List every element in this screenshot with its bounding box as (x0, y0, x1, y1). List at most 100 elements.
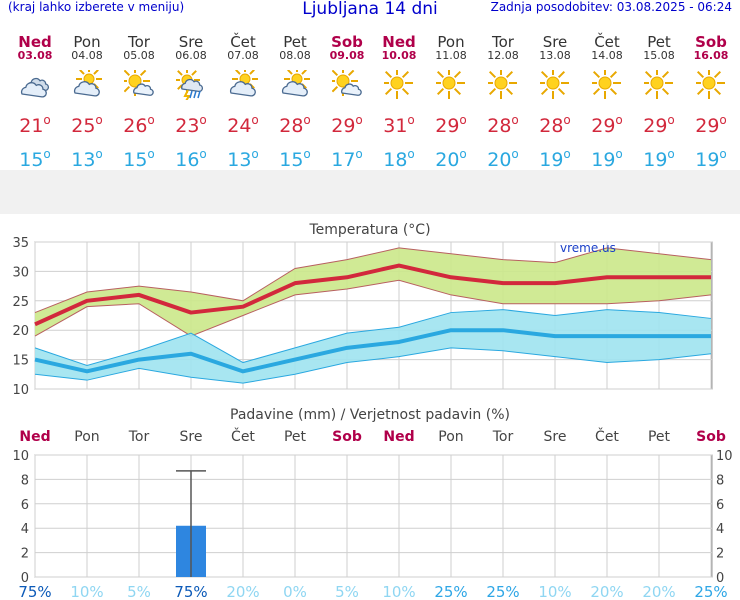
day-name: Pet (647, 33, 671, 51)
day-date: 05.08 (123, 49, 155, 62)
day-date: 11.08 (435, 49, 467, 62)
precip-probability: 75% (174, 583, 207, 600)
max-temperature: 28o (487, 113, 519, 137)
day-date: 03.08 (17, 49, 53, 62)
precip-probability: 75% (18, 583, 51, 600)
sun-icon (540, 70, 569, 99)
day-date: 10.08 (381, 49, 417, 62)
precip-day-label: Ned (19, 429, 50, 445)
precip-probability: 10% (382, 583, 415, 600)
min-temperature: 15o (279, 147, 311, 171)
sun-icon (384, 70, 413, 99)
min-temp-band-upper (34, 309, 712, 367)
day-name: Tor (128, 33, 150, 51)
temp-y-tick-label: 30 (12, 265, 29, 280)
precip-day-label: Pon (74, 429, 99, 445)
forecast-day: Pon 04.08 25o 13o (61, 34, 113, 171)
temp-y-tick-label: 10 (12, 383, 29, 394)
day-name: Ned (18, 33, 52, 51)
min-temp-band-lower (34, 347, 712, 384)
sun-cloud-icon (332, 70, 362, 96)
precip-day-label: Tor (128, 429, 150, 445)
forecast-day: Čet 14.08 29o 19o (581, 34, 633, 171)
forecast-day: Tor 12.08 28o 20o (477, 34, 529, 171)
precip-y-tick-label-right: 2 (716, 547, 724, 562)
day-date: 15.08 (643, 49, 675, 62)
precip-day-label: Sre (180, 429, 203, 445)
temperature-chart: Temperatura (°C) 10 15 20 25 30 35 vreme.us (12, 222, 713, 394)
sun-cloud-icon (124, 70, 154, 96)
min-temperature: 18o (383, 147, 415, 171)
precip-y-tick-label: 6 (21, 498, 29, 513)
day-name: Sob (331, 33, 363, 51)
max-temperature: 31o (383, 113, 415, 137)
min-temperature: 19o (643, 147, 675, 171)
day-name: Sre (178, 33, 204, 51)
precip-y-tick-label-right: 6 (716, 498, 724, 513)
precip-day-label: Pon (438, 429, 463, 445)
forecast-day: Pet 08.08 28o 15o (269, 34, 321, 171)
forecast-day: Sre 06.08 23o 16o (165, 34, 217, 171)
precip-probability: 20% (590, 583, 623, 600)
day-date: 16.08 (693, 49, 729, 62)
min-temperature: 19o (591, 147, 623, 171)
max-temp-range-band (35, 247, 711, 337)
page-title: Ljubljana 14 dni (302, 0, 438, 19)
precip-y-tick-label-right: 8 (716, 473, 724, 488)
day-name: Čet (230, 33, 256, 51)
day-date: 06.08 (175, 49, 207, 62)
min-temperature: 15o (19, 147, 51, 171)
precip-day-label: Sre (544, 429, 567, 445)
precip-y-tick-label: 4 (21, 522, 29, 537)
precip-y-tick-label-right: 4 (716, 522, 724, 537)
sun-icon (488, 70, 517, 99)
max-temperature: 29o (695, 113, 727, 137)
precip-y-tick-label: 8 (21, 473, 29, 488)
max-temperature: 28o (279, 113, 311, 137)
temp-y-tick-label: 20 (12, 324, 29, 339)
forecast-day: Sob 16.08 29o 19o (685, 34, 737, 171)
partly-cloudy-icon (73, 70, 102, 97)
min-temperature: 15o (123, 147, 155, 171)
precip-chart-title: Padavine (mm) / Verjetnost padavin (%) (230, 407, 510, 423)
precip-probability: 5% (335, 583, 359, 600)
day-name: Pet (283, 33, 307, 51)
max-temperature: 24o (227, 113, 259, 137)
min-temperature: 13o (227, 147, 259, 171)
day-name: Sob (695, 33, 727, 51)
precip-day-label: Pet (284, 429, 307, 445)
day-date: 12.08 (487, 49, 519, 62)
precip-probability: 10% (538, 583, 571, 600)
max-temp-band-upper (34, 247, 712, 314)
day-name: Ned (382, 33, 416, 51)
max-temp-band-lower (34, 279, 712, 337)
precip-day-label: Sob (332, 429, 362, 445)
max-temperature: 29o (643, 113, 675, 137)
max-temperature: 25o (71, 113, 103, 137)
min-temperature: 20o (487, 147, 519, 171)
max-temperature: 23o (175, 113, 207, 137)
precip-probability: 10% (70, 583, 103, 600)
day-date: 13.08 (539, 49, 571, 62)
temp-y-tick-label: 15 (12, 354, 29, 369)
min-temperature: 19o (695, 147, 727, 171)
precip-probability: 20% (642, 583, 675, 600)
precip-y-tick-label: 2 (21, 547, 29, 562)
precip-day-label: Tor (492, 429, 514, 445)
forecast-day: Sre 13.08 28o 19o (529, 34, 581, 171)
max-temperature: 29o (435, 113, 467, 137)
partly-cloudy-icon (281, 70, 310, 97)
sun-icon (644, 70, 673, 99)
sun-thunder-rain-icon (176, 70, 204, 100)
precip-probability: 25% (434, 583, 467, 600)
precip-y-tick-label: 0 (21, 571, 29, 586)
day-date: 09.08 (329, 49, 365, 62)
precip-y-tick-label-right: 10 (716, 449, 733, 464)
max-temperature: 21o (19, 113, 51, 137)
max-temp-line (34, 263, 711, 327)
min-temperature: 20o (435, 147, 467, 171)
section-separator (0, 170, 740, 214)
day-date: 08.08 (279, 49, 311, 62)
day-date: 14.08 (591, 49, 623, 62)
forecast-day: Čet 07.08 24o 13o (217, 34, 269, 171)
